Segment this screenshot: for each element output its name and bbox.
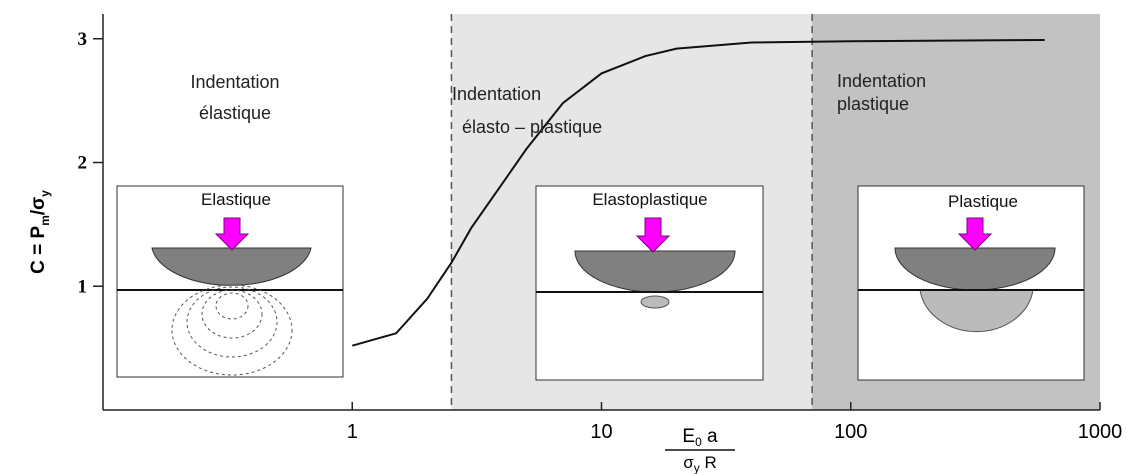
x-label-part: a [702, 426, 718, 447]
y-label-part: /σ [28, 197, 49, 215]
y-label-part: m [38, 215, 52, 226]
inset-elastic: Elastique [117, 186, 343, 377]
region-label: Indentation [452, 84, 541, 104]
y-tick-label: 1 [78, 276, 88, 297]
region-label: Indentation [837, 71, 926, 91]
region-label: élasto – plastique [462, 117, 602, 137]
inset-title: Elastoplastique [592, 190, 707, 209]
y-tick-label: 2 [78, 153, 88, 174]
x-tick-label: 1000 [1078, 421, 1123, 443]
inset-plastic: Plastique [858, 186, 1084, 380]
x-tick-label: 1 [347, 421, 358, 443]
y-label-part: C = P [28, 225, 49, 273]
x-tick-label: 10 [590, 421, 612, 443]
y-tick-label: 3 [78, 29, 88, 50]
inset-title: Plastique [948, 192, 1018, 211]
x-label-part: R [700, 453, 717, 472]
y-axis-label: C = Pm/σy [28, 190, 52, 274]
x-tick-label: 100 [834, 421, 867, 443]
region-label: plastique [837, 94, 909, 114]
region-label: Indentation [190, 72, 279, 92]
region-label: élastique [199, 103, 271, 123]
x-label-denominator: σy R [683, 453, 717, 474]
inset-title: Elastique [201, 190, 271, 209]
y-label-part: y [38, 190, 52, 197]
x-label-part: E [682, 426, 695, 447]
chart: Indentation élastique Indentation élasto… [0, 0, 1142, 474]
x-label-numerator: E0 a [682, 426, 718, 449]
x-label-part: σ [683, 453, 694, 472]
inset-elastoplastic: Elastoplastique [536, 186, 763, 380]
